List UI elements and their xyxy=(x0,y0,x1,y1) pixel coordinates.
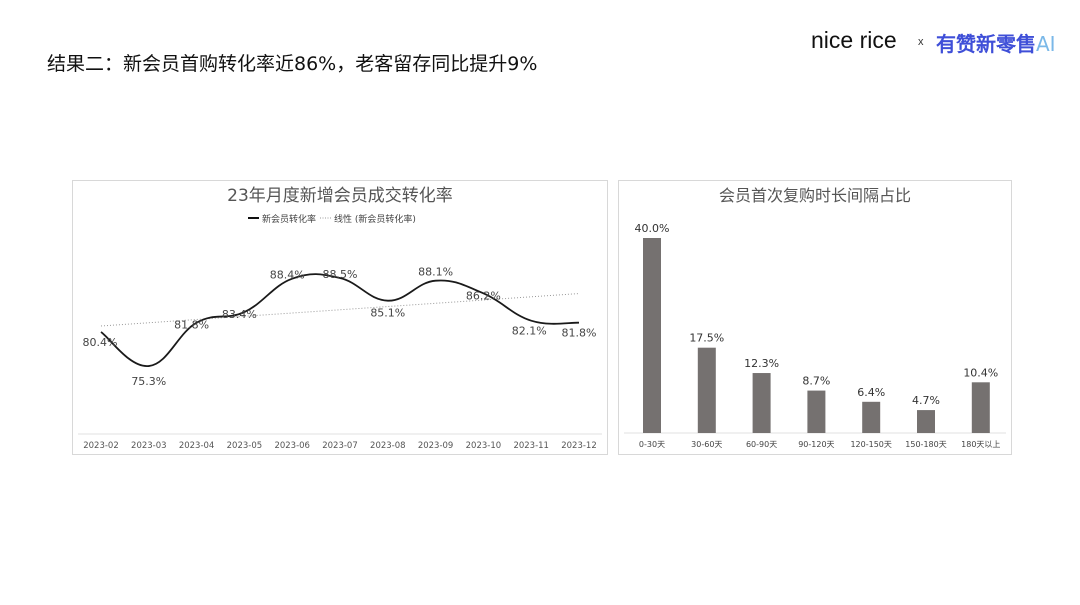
x-tick-label: 60-90天 xyxy=(746,440,777,449)
data-label: 81.8% xyxy=(562,327,597,340)
data-label: 88.1% xyxy=(418,266,453,279)
data-label: 81.8% xyxy=(174,319,209,332)
page-title: 结果二：新会员首购转化率近86%，老客留存同比提升9% xyxy=(47,53,538,75)
x-tick-label: 2023-11 xyxy=(513,441,549,451)
data-label: 40.0% xyxy=(635,222,670,235)
x-tick-label: 2023-09 xyxy=(418,441,454,451)
x-tick-label: 30-60天 xyxy=(691,440,722,449)
data-label: 12.3% xyxy=(744,357,779,370)
x-tick-label: 2023-10 xyxy=(466,441,502,451)
bar xyxy=(807,390,826,433)
x-tick-label: 180天以上 xyxy=(961,440,1000,449)
x-tick-label: 2023-06 xyxy=(274,441,310,451)
legend-series: 新会员转化率 xyxy=(262,213,316,225)
line-chart-panel: 23年月度新增会员成交转化率新会员转化率 线性 (新会员转化率) 2023-02 20… xyxy=(72,180,608,455)
data-label: 85.1% xyxy=(370,307,405,320)
data-label: 86.2% xyxy=(466,289,501,302)
data-label: 75.3% xyxy=(131,375,166,388)
data-label: 88.4% xyxy=(270,269,305,282)
x-tick-label: 2023-07 xyxy=(322,441,358,451)
data-label: 80.4% xyxy=(83,336,118,349)
logo-ai: AI xyxy=(1036,32,1056,56)
bar xyxy=(697,347,716,433)
data-label: 82.1% xyxy=(512,325,547,338)
bar xyxy=(643,238,661,433)
x-tick-label: 2023-08 xyxy=(370,441,406,451)
chart-title: 会员首次复购时长间隔占比 xyxy=(719,186,911,205)
data-label: 4.7% xyxy=(912,394,940,407)
logo-youzan: 有赞新零售AI xyxy=(936,28,1056,57)
x-tick-label: 2023-05 xyxy=(227,441,263,451)
bar-chart: 会员首次复购时长间隔占比 40.0% 0-30天 17.5% 30-60天 12.3% 60… xyxy=(624,186,1006,449)
bar xyxy=(971,382,990,433)
logo-separator: x xyxy=(918,36,924,48)
bar-chart-panel: 会员首次复购时长间隔占比 40.0% 0-30天 17.5% 30-60天 12.3% 60… xyxy=(618,180,1012,455)
series-line xyxy=(100,273,580,367)
x-tick-label: 90-120天 xyxy=(798,440,834,449)
data-label: 8.7% xyxy=(802,375,830,388)
data-label: 83.4% xyxy=(222,308,257,321)
data-label: 6.4% xyxy=(857,386,885,399)
x-tick-label: 2023-12 xyxy=(561,441,597,451)
legend-trend: 线性 (新会员转化率) xyxy=(334,213,416,225)
x-tick-label: 2023-04 xyxy=(179,441,215,451)
x-tick-label: 2023-02 xyxy=(83,441,119,451)
bar xyxy=(862,401,881,433)
x-tick-label: 0-30天 xyxy=(639,440,665,449)
chart-title: 23年月度新增会员成交转化率 xyxy=(227,186,453,206)
data-label: 17.5% xyxy=(689,332,724,345)
logo-nice-rice: nice rice xyxy=(811,27,897,53)
data-label: 88.5% xyxy=(323,268,358,281)
x-tick-label: 150-180天 xyxy=(905,440,946,449)
x-tick-label: 2023-03 xyxy=(131,441,167,451)
trend-line xyxy=(100,293,580,327)
logo-youzan-text: 有赞新零售 xyxy=(936,32,1036,56)
bar xyxy=(917,410,935,433)
x-tick-label: 120-150天 xyxy=(850,440,891,449)
bar xyxy=(752,373,771,433)
data-label: 10.4% xyxy=(963,366,998,379)
